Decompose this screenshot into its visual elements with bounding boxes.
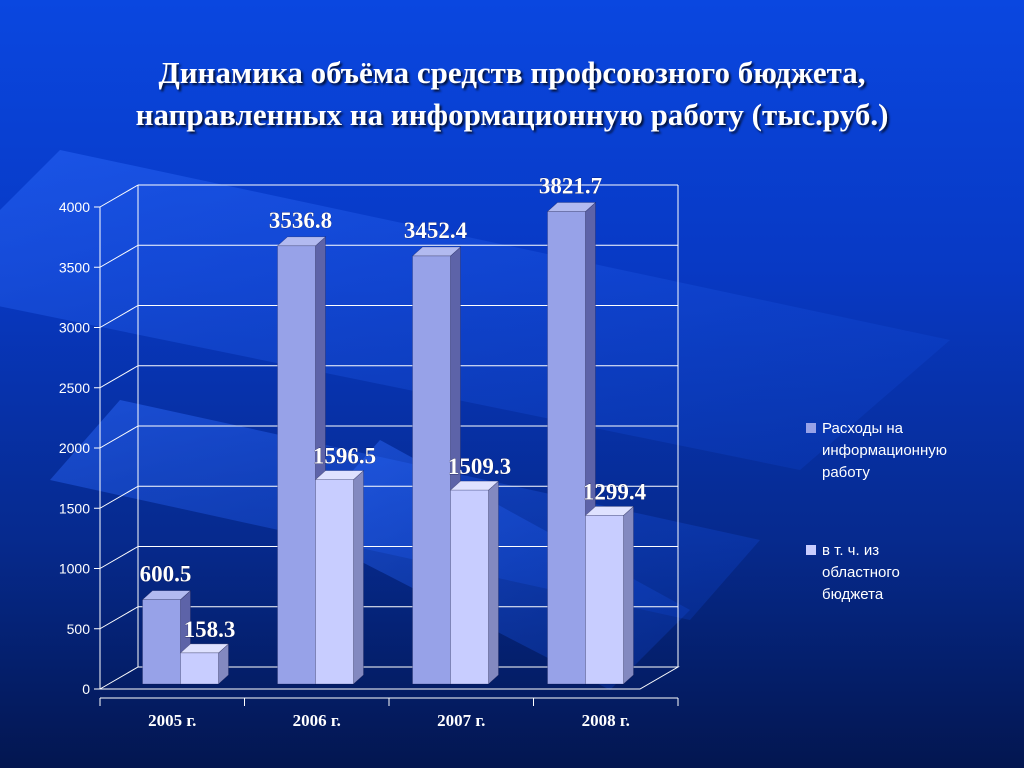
bar [450, 489, 489, 685]
data-label: 1509.3 [448, 454, 511, 479]
gridline-side [99, 546, 139, 569]
y-tick-label: 2500 [59, 380, 90, 396]
data-label: 3452.4 [404, 218, 468, 243]
data-labels: 600.5 158.3 3536.8 1596.5 3452.4 1509.3 3821.7… [139, 173, 647, 642]
bar-side [623, 505, 634, 685]
chart-title-line-2: направленных на информационную работу (т… [135, 97, 889, 132]
bar [547, 211, 586, 685]
y-axis: 0 500 1000 1500 2000 2500 3000 3500 4000 [59, 199, 100, 697]
legend-label-series-2-line-3: бюджета [822, 586, 884, 603]
legend-label-series-1-line-3: работу [822, 464, 870, 481]
legend-item-series-2: в т. ч. из областного бюджета [806, 540, 1006, 606]
gridline-side [99, 365, 139, 389]
x-tick-label: 2008 г. [582, 711, 630, 730]
background-stripe [0, 150, 950, 470]
legend-label-series-1-line-1: Расходы на [822, 420, 904, 437]
x-tick-label: 2006 г. [293, 711, 341, 730]
x-axis: 2005 г. 2006 г. 2007 г. 2008 г. [99, 697, 679, 730]
y-tick-label: 3000 [59, 320, 90, 336]
x-tick-label: 2005 г. [148, 711, 196, 730]
data-label: 1299.4 [583, 479, 647, 504]
legend-swatch-series-1 [806, 423, 816, 433]
gridline-side [99, 244, 139, 268]
gridline-side [99, 305, 139, 328]
data-label: 600.5 [140, 562, 192, 587]
gridline-side [99, 184, 139, 208]
y-tick-label: 2000 [59, 440, 90, 456]
y-tick-label: 1500 [59, 500, 90, 516]
chart-title-line-1: Динамика объёма средств профсоюзного бюд… [158, 55, 866, 90]
data-label: 3821.7 [539, 173, 602, 198]
data-label: 3536.8 [269, 208, 332, 233]
y-tick-label: 500 [67, 621, 91, 637]
bar [277, 245, 316, 685]
y-tick-label: 1000 [59, 561, 90, 577]
bar-side [353, 469, 364, 685]
bar [142, 599, 181, 685]
bars [141, 201, 635, 685]
x-tick-label: 2007 г. [437, 711, 485, 730]
bar [412, 255, 451, 685]
gridline-side [99, 485, 139, 509]
gridline-side [99, 606, 139, 630]
y-tick-label: 3500 [59, 259, 90, 275]
legend: Расходы на информационную работу в т. ч.… [806, 418, 1006, 606]
legend-item-series-1: Расходы на информационную работу [806, 418, 1006, 484]
data-label: 158.3 [184, 617, 236, 642]
data-label: 1596.5 [313, 444, 376, 469]
chart-floor [98, 666, 680, 690]
bar [315, 479, 354, 685]
chart-title: Динамика объёма средств профсоюзного бюд… [0, 52, 1024, 136]
bar [180, 652, 219, 685]
y-tick-label: 0 [82, 681, 90, 697]
legend-label-series-2-line-2: областного [822, 564, 900, 581]
bar [585, 515, 624, 685]
gridline-side [99, 425, 139, 449]
bar-side [488, 480, 499, 685]
legend-label-series-2-line-1: в т. ч. из [822, 542, 880, 559]
y-tick-label: 4000 [59, 199, 90, 215]
legend-label-series-1-line-2: информационную [822, 442, 947, 459]
legend-swatch-series-2 [806, 545, 816, 555]
